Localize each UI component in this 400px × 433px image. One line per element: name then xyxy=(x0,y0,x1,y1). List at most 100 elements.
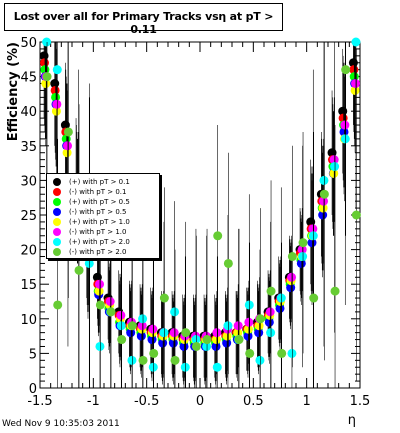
series-8-point xyxy=(63,127,73,137)
legend-label: (+) with pT > 2.0 xyxy=(69,238,130,246)
series-6-point xyxy=(212,328,222,338)
series-7-point xyxy=(223,321,233,331)
series-8-point xyxy=(159,293,169,303)
series-7-point xyxy=(84,258,94,268)
series-8-point xyxy=(170,355,180,365)
series-6-point xyxy=(105,297,115,306)
series-4-point xyxy=(296,258,306,268)
series-7-point xyxy=(138,314,148,324)
legend-marker xyxy=(53,218,61,226)
series-6-point xyxy=(116,310,126,320)
x-tick-label: -1 xyxy=(87,394,100,409)
x-tick-label: 1 xyxy=(303,394,311,409)
y-tick-label: 0 xyxy=(29,382,37,397)
legend-item: (-) with pT > 2.0 xyxy=(47,247,159,257)
legend-label: (+) with pT > 1.0 xyxy=(69,218,130,226)
y-tick-label: 15 xyxy=(20,278,37,293)
series-7-point xyxy=(95,341,105,351)
legend-marker xyxy=(53,178,61,186)
legend-label: (+) with pT > 0.1 xyxy=(69,178,130,186)
series-8-point xyxy=(255,314,265,324)
series-7-point xyxy=(52,65,62,75)
series-8-point xyxy=(127,321,137,331)
x-tick-label: 0 xyxy=(196,394,204,409)
series-7-point xyxy=(170,307,180,317)
legend: (+) with pT > 0.1 (-) with pT > 0.1 (+) wi… xyxy=(46,173,160,259)
series-4-point xyxy=(264,317,274,327)
series-6-point xyxy=(52,99,62,109)
series-7-point xyxy=(191,335,201,345)
series-8-point xyxy=(42,72,52,82)
series-5-point xyxy=(51,106,61,116)
legend-label: (-) with pT > 2.0 xyxy=(69,248,127,256)
legend-item: (+) with pT > 2.0 xyxy=(47,237,159,247)
series-4-point xyxy=(168,338,178,348)
x-tick-label: 0.5 xyxy=(243,394,264,409)
series-6-point xyxy=(351,79,361,89)
series-6-point xyxy=(95,279,105,289)
series-7-point xyxy=(287,348,297,358)
series-8-point xyxy=(266,286,276,296)
series-8-point xyxy=(138,355,148,365)
series-6-point xyxy=(148,324,158,334)
series-4-point xyxy=(318,210,328,220)
series-3-point xyxy=(51,92,61,102)
legend-item: (+) with pT > 0.1 xyxy=(47,177,159,187)
y-tick-label: 50 xyxy=(20,36,37,51)
series-7-point xyxy=(351,37,361,47)
legend-marker xyxy=(53,248,61,256)
series-4-point xyxy=(286,283,296,293)
series-5-point xyxy=(329,168,339,178)
series-6-point xyxy=(287,272,297,282)
legend-marker xyxy=(53,198,61,206)
series-6-point xyxy=(319,196,329,206)
series-8-point xyxy=(213,231,223,241)
series-8-point xyxy=(234,335,244,345)
legend-item: (-) with pT > 0.5 xyxy=(47,207,159,217)
series-7-point xyxy=(116,321,126,331)
series-4-point xyxy=(222,338,232,348)
series-8-point xyxy=(95,300,105,310)
x-tick-label: -1.5 xyxy=(27,394,52,409)
legend-item: (+) with pT > 1.0 xyxy=(47,217,159,227)
y-tick-label: 40 xyxy=(20,105,37,120)
series-5-point xyxy=(41,79,51,89)
series-7-point xyxy=(42,37,52,47)
series-4-point xyxy=(307,238,317,248)
series-7-point xyxy=(127,355,137,365)
series-8-point xyxy=(149,348,159,358)
legend-label: (+) with pT > 0.5 xyxy=(69,198,130,206)
series-8-point xyxy=(298,238,308,248)
legend-label: (-) with pT > 0.1 xyxy=(69,188,127,196)
legend-marker xyxy=(53,238,61,246)
series-8-point xyxy=(74,265,84,275)
y-tick-label: 20 xyxy=(20,244,37,259)
series-8-point xyxy=(341,65,351,75)
series-5-point xyxy=(350,85,360,95)
series-7-point xyxy=(159,328,169,338)
series-7-point xyxy=(244,300,254,310)
series-8-point xyxy=(117,335,127,345)
legend-item: (-) with pT > 0.1 xyxy=(47,187,159,197)
timestamp-footer: Wed Nov 9 10:35:03 2011 xyxy=(2,419,120,429)
series-8-point xyxy=(287,252,297,262)
series-6-point xyxy=(265,307,275,317)
series-8-point xyxy=(319,189,329,199)
legend-marker xyxy=(53,208,61,216)
legend-marker xyxy=(53,228,61,236)
x-tick-label: 1.5 xyxy=(350,394,371,409)
series-8-point xyxy=(202,335,212,345)
series-6-point xyxy=(63,141,73,151)
y-axis-label: Efficiency (%) xyxy=(6,42,21,141)
series-4-point xyxy=(339,127,349,137)
y-tick-label: 5 xyxy=(29,347,37,362)
series-7-point xyxy=(180,362,190,372)
series-8-point xyxy=(309,293,319,303)
series-6-point xyxy=(340,120,350,130)
legend-label: (-) with pT > 1.0 xyxy=(69,228,127,236)
series-8-point xyxy=(330,286,340,296)
series-8-point xyxy=(277,348,287,358)
legend-item: (+) with pT > 0.5 xyxy=(47,197,159,207)
y-tick-label: 10 xyxy=(20,313,37,328)
